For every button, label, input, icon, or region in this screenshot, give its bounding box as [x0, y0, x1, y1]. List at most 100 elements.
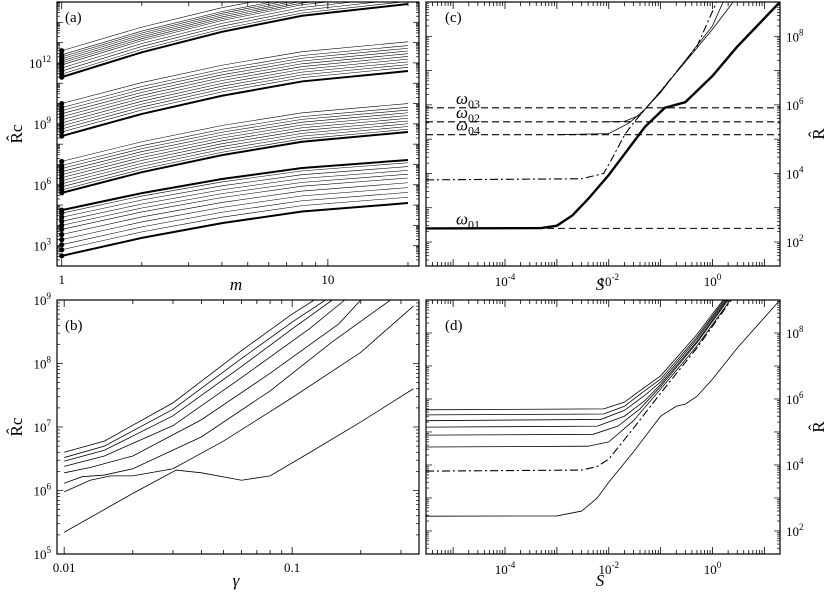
- y-tick-label: 108: [34, 355, 52, 372]
- panel-a-series: [59, 2, 409, 259]
- panel-a-line-f3-6: [61, 56, 409, 121]
- panel-d-line-6: [426, 300, 727, 422]
- panel-a: 1 10 103 106 109 1012 (a) m R̂c: [7, 1, 420, 294]
- panel-d-series: [426, 300, 780, 517]
- panel-b-line-3: [64, 300, 391, 484]
- panel-a-line-f1-2: [61, 196, 409, 251]
- panel-c-omega-label-02: ω02: [456, 103, 480, 125]
- y-tick-label: 103: [34, 237, 52, 254]
- panel-a-line-f1-9: [61, 166, 409, 218]
- x-tick-label: 10: [321, 272, 334, 287]
- panel-a-start-dot: [59, 105, 65, 111]
- x-tick-label: 10-4: [495, 560, 516, 577]
- y-tick-label: 106: [34, 482, 52, 499]
- panel-d-line-5: [426, 300, 728, 428]
- y-tick-label: 102: [786, 522, 804, 539]
- panel-a-line-f1-11: [61, 158, 409, 212]
- y-tick-label: 107: [34, 418, 52, 435]
- panel-c-omega-label-03: ω03: [456, 89, 480, 111]
- panel-a-line-f4-2: [61, 2, 405, 75]
- panel-a-xlabel: m: [230, 275, 242, 294]
- panel-a-line-f4-6: [61, 2, 315, 64]
- panel-d-frame: [425, 299, 781, 555]
- panel-a-line-f4-4: [61, 2, 356, 69]
- x-tick-label: 100: [704, 560, 722, 577]
- panel-a-line-f2-10: [61, 107, 409, 166]
- panel-b-line-5: [64, 300, 345, 467]
- panel-a-line-f3-3: [61, 64, 409, 130]
- panel-d-line-2: [426, 300, 732, 472]
- panel-d-xlabel: S: [596, 571, 605, 590]
- panel-a-line-f4-10: [61, 2, 274, 56]
- y-tick-label: 106: [786, 390, 804, 407]
- panel-a-line-f3-7: [61, 53, 409, 118]
- panel-c-ticks: 10-4 10-2 100 102 104 106 108: [425, 1, 804, 289]
- panel-a-line-f1-4: [61, 187, 409, 240]
- panel-c-line-4: [556, 2, 724, 136]
- panel-a-line-f4-1: [61, 3, 409, 79]
- panel-a-start-dot: [59, 226, 65, 233]
- panel-a-line-f4-11: [61, 2, 254, 52]
- y-tick-label: 104: [786, 164, 804, 181]
- panel-a-line-f3-10: [61, 45, 409, 108]
- panel-a-line-f1-5: [61, 182, 409, 235]
- panel-c-frame: [425, 1, 781, 267]
- y-tick-label: 106: [786, 96, 804, 113]
- panel-d: 10-4 10-2 100 102 104 106 108 (d) S R̂: [425, 299, 828, 590]
- panel-a-start-dot: [59, 214, 65, 220]
- panel-d-line-8: [426, 300, 724, 411]
- panel-b-ylabel: R̂c: [7, 417, 26, 436]
- panel-a-line-f4-7: [61, 2, 301, 62]
- panel-a-line-f1-1: [61, 202, 409, 257]
- panel-a-start-dot: [59, 207, 65, 213]
- panel-a-line-f2-1: [61, 130, 409, 194]
- panel-a-line-f3-8: [61, 50, 409, 114]
- panel-a-line-f3-1: [61, 70, 409, 137]
- panel-d-ylabel: R̂: [809, 421, 828, 433]
- panel-b: 0.01 0.1 105 106 107 108 109 (b) γ R̂c: [7, 291, 420, 590]
- panel-a-line-f2-9: [61, 109, 409, 169]
- panel-a-line-f4-5: [61, 2, 331, 66]
- x-tick-label: 0.1: [284, 560, 300, 575]
- panel-a-start-dot: [59, 231, 65, 238]
- panel-a-line-f2-2: [61, 128, 409, 191]
- panel-a-ylabel: R̂c: [7, 124, 26, 143]
- panel-a-line-f2-4: [61, 123, 409, 185]
- panel-a-label: (a): [65, 10, 82, 26]
- panel-d-line-4: [426, 300, 729, 436]
- panel-a-start-dot: [59, 247, 65, 253]
- x-tick-label: 1: [58, 272, 65, 287]
- panel-d-line-7: [426, 300, 725, 416]
- panel-b-line-6: [64, 300, 333, 462]
- y-tick-label: 109: [34, 291, 52, 308]
- panel-a-line-f4-9: [61, 2, 283, 58]
- panel-b-line-4: [64, 300, 362, 474]
- y-tick-label: 102: [786, 233, 804, 250]
- panel-a-line-f2-7: [61, 115, 409, 175]
- panel-a-line-f1-3: [61, 192, 409, 245]
- panel-b-xlabel: γ: [233, 571, 241, 590]
- panel-a-line-f3-11: [61, 41, 409, 104]
- panel-b-series: [63, 300, 414, 533]
- panel-c-ylabel: R̂: [809, 128, 828, 140]
- x-tick-label: 10-4: [495, 272, 516, 289]
- y-tick-label: 106: [34, 176, 52, 193]
- panel-a-line-f1-6: [61, 177, 409, 230]
- y-tick-label: 1012: [29, 54, 51, 71]
- panel-a-line-f3-4: [61, 61, 409, 127]
- panel-a-start-dot: [59, 133, 65, 139]
- y-tick-label: 108: [786, 27, 804, 44]
- panel-d-label: (d): [445, 318, 463, 334]
- panel-a-line-f3-9: [61, 47, 409, 111]
- panel-c-omega-label-01: ω01: [456, 209, 480, 231]
- panel-b-line-8: [64, 300, 315, 453]
- panel-a-line-f4-3: [61, 2, 381, 72]
- panel-a-start-dot: [59, 253, 65, 259]
- panel-a-line-f2-8: [61, 112, 409, 172]
- panel-a-line-f2-11: [61, 103, 409, 162]
- x-tick-label: 10-2: [599, 560, 620, 577]
- panel-a-line-f2-5: [61, 120, 409, 181]
- panel-a-start-dot: [59, 237, 65, 243]
